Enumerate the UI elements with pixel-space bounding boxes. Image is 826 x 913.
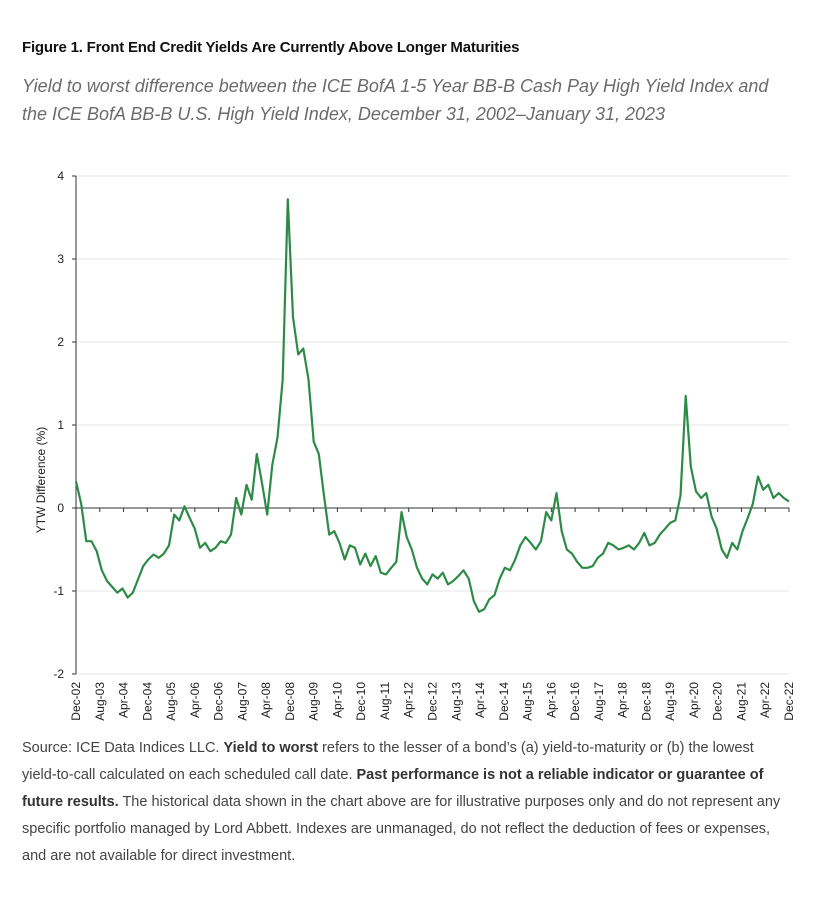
axes <box>72 175 790 675</box>
x-tick-label: Aug-09 <box>307 682 321 721</box>
x-tick-label: Apr-10 <box>330 682 344 718</box>
y-tick-label: 2 <box>57 335 64 349</box>
y-tick-label: 3 <box>57 252 64 266</box>
source-disclaimer-bold: Past performance is not a reliable indic… <box>22 767 764 810</box>
figure-title: Figure 1. Front End Credit Yields Are Cu… <box>22 39 520 56</box>
x-tick-label: Apr-16 <box>544 682 558 718</box>
x-tick-label: Aug-17 <box>592 682 606 721</box>
series-line <box>74 198 790 613</box>
x-tick-label: Apr-14 <box>473 682 487 718</box>
y-tick-label: 4 <box>57 169 64 183</box>
x-tick-label: Dec-14 <box>497 682 511 721</box>
tick-labels: -2 -1 0 1 2 3 4 Dec-02 Aug-03 Apr-04 Dec-04 Aug-05 A… <box>53 169 796 721</box>
x-tick-label: Dec-04 <box>140 682 154 721</box>
x-tick-label: Aug-19 <box>663 682 677 721</box>
x-tick-label: Apr-22 <box>758 682 772 718</box>
x-tick-label: Dec-06 <box>212 682 226 721</box>
series-layer <box>74 198 790 613</box>
source-text-1: Source: ICE Data Indices LLC. <box>22 740 224 756</box>
y-tick-label: -1 <box>53 584 64 598</box>
x-tick-label: Apr-08 <box>259 682 273 718</box>
x-tick-label: Dec-18 <box>639 682 653 721</box>
x-tick-label: Apr-12 <box>402 682 416 718</box>
x-tick-label: Dec-08 <box>283 682 297 721</box>
y-axis-label: YTW Difference (%) <box>34 427 48 533</box>
y-tick-label: 1 <box>57 418 64 432</box>
x-tick-label: Dec-12 <box>426 682 440 721</box>
line-chart: -2 -1 0 1 2 3 4 Dec-02 Aug-03 Apr-04 Dec-04 Aug-05 A… <box>34 169 796 721</box>
y-tick-label: -2 <box>53 667 64 681</box>
source-note: Source: ICE Data Indices LLC. Yield to w… <box>22 735 792 870</box>
x-tick-label: Aug-11 <box>378 682 392 720</box>
source-text-2: refers to the lesser of a bond’s (a) yie… <box>22 740 754 783</box>
figure-subtitle: Yield to worst difference between the IC… <box>22 76 769 124</box>
y-tick-label: 0 <box>57 501 64 515</box>
grid-lines <box>76 175 789 675</box>
x-tick-label: Apr-06 <box>188 682 202 718</box>
x-tick-label: Aug-03 <box>93 682 107 721</box>
x-tick-label: Apr-04 <box>117 682 131 718</box>
x-tick-label: Apr-18 <box>616 682 630 718</box>
x-tick-label: Aug-15 <box>521 682 535 721</box>
x-tick-label: Aug-21 <box>734 682 748 721</box>
x-tick-label: Dec-02 <box>69 682 83 721</box>
x-tick-label: Aug-05 <box>164 682 178 721</box>
x-tick-label: Apr-20 <box>687 682 701 718</box>
source-term-yield-to-worst: Yield to worst <box>223 740 319 756</box>
x-tick-label: Dec-20 <box>711 682 725 721</box>
x-tick-label: Dec-22 <box>782 682 796 721</box>
source-text-3: The historical data shown in the chart a… <box>22 794 781 864</box>
x-tick-label: Aug-13 <box>449 682 463 721</box>
x-tick-label: Aug-07 <box>235 682 249 721</box>
x-tick-label: Dec-16 <box>568 682 582 721</box>
x-tick-label: Dec-10 <box>354 682 368 721</box>
